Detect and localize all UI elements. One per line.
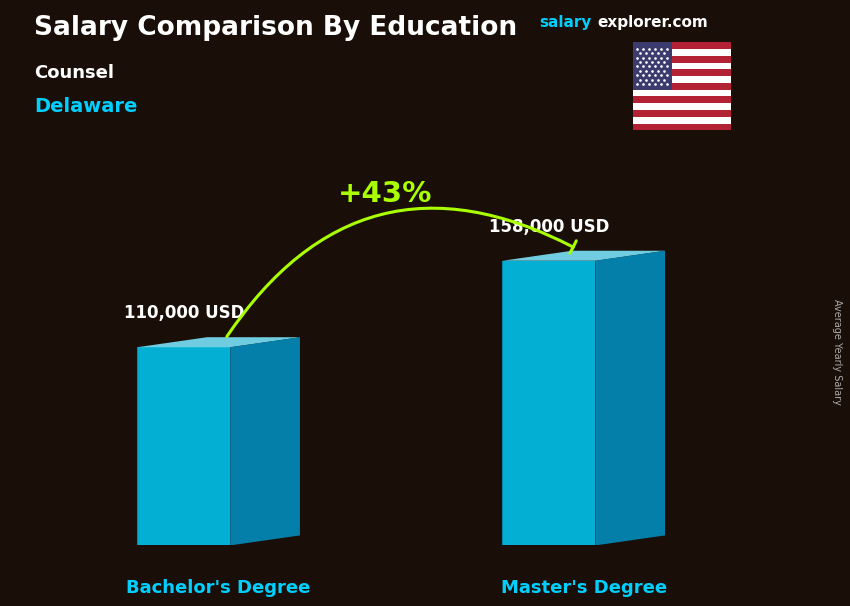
Bar (633, 124, 731, 130)
Polygon shape (595, 251, 665, 545)
Bar (633, 62, 731, 70)
Polygon shape (230, 337, 300, 545)
Text: Delaware: Delaware (34, 97, 138, 116)
Bar (633, 110, 731, 117)
Text: Master's Degree: Master's Degree (501, 579, 666, 597)
Text: salary: salary (540, 15, 592, 30)
Bar (633, 49, 731, 56)
Bar (633, 76, 731, 83)
Text: 110,000 USD: 110,000 USD (123, 304, 244, 322)
Bar (633, 70, 731, 76)
Text: Salary Comparison By Education: Salary Comparison By Education (34, 15, 517, 41)
Bar (633, 90, 731, 96)
Text: Counsel: Counsel (34, 64, 114, 82)
Bar (633, 103, 731, 110)
Text: +43%: +43% (337, 180, 432, 208)
Bar (633, 117, 731, 124)
Polygon shape (502, 261, 595, 545)
Bar (633, 42, 672, 90)
Bar (633, 56, 731, 62)
Text: Bachelor's Degree: Bachelor's Degree (127, 579, 311, 597)
Polygon shape (138, 337, 300, 347)
Text: Average Yearly Salary: Average Yearly Salary (832, 299, 842, 404)
Polygon shape (138, 347, 230, 545)
Bar (633, 42, 731, 49)
Bar (633, 83, 731, 90)
Polygon shape (502, 251, 665, 261)
Bar (633, 96, 731, 103)
Text: 158,000 USD: 158,000 USD (489, 218, 609, 236)
Text: explorer.com: explorer.com (598, 15, 708, 30)
